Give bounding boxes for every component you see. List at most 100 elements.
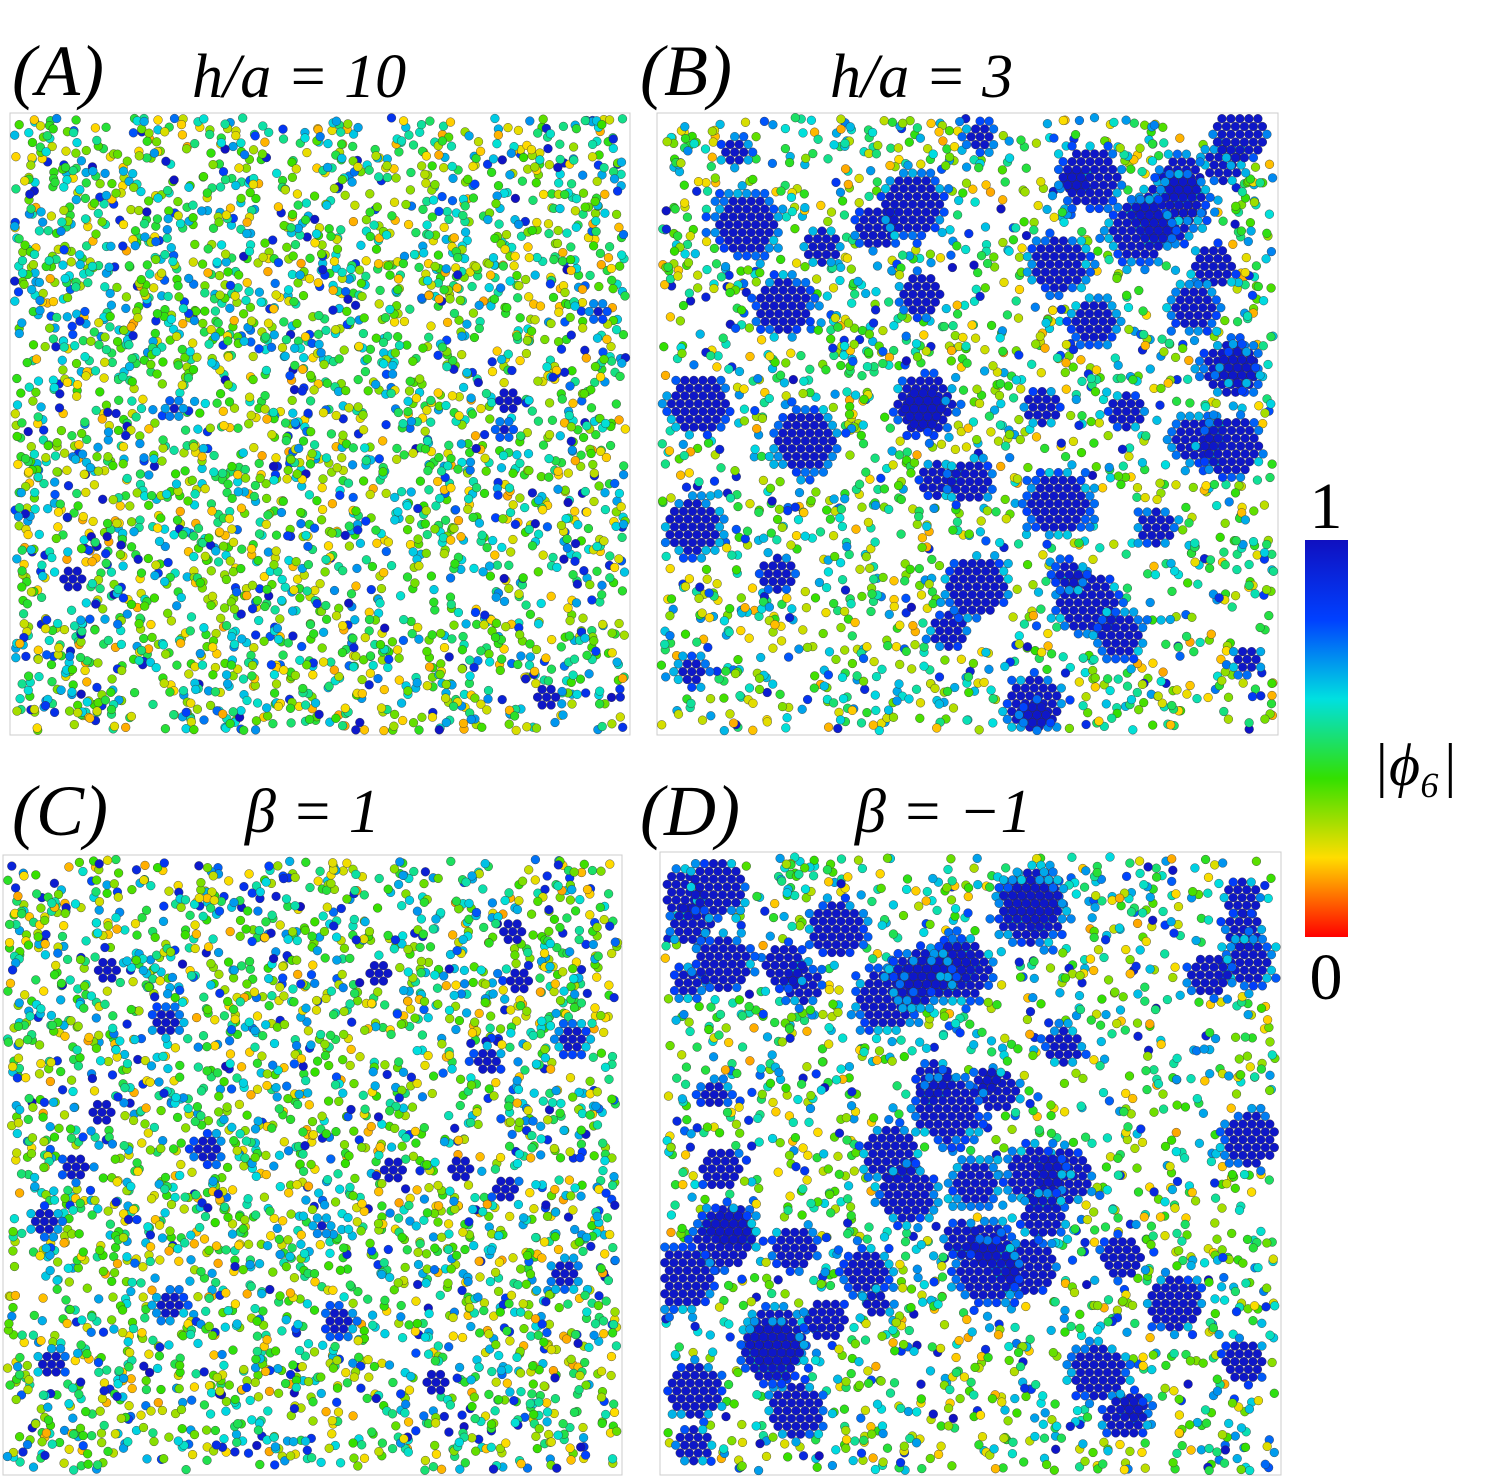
particle — [934, 699, 944, 709]
particle — [260, 601, 270, 612]
particle — [199, 623, 209, 633]
particle — [1215, 532, 1225, 542]
particle — [457, 331, 467, 341]
particle — [671, 422, 681, 432]
particle — [413, 534, 423, 544]
particle — [592, 333, 603, 343]
particle — [454, 411, 464, 421]
particle — [602, 334, 612, 344]
particle — [161, 156, 171, 166]
particle — [826, 334, 836, 344]
particle — [1046, 418, 1056, 428]
particle — [843, 179, 853, 190]
particle — [1264, 209, 1275, 219]
particle — [896, 529, 906, 539]
particle — [504, 583, 514, 594]
particle — [830, 389, 840, 399]
particle — [711, 259, 722, 269]
particle — [845, 401, 855, 412]
particle — [103, 635, 114, 646]
particle — [287, 395, 297, 406]
particle — [614, 415, 624, 425]
particle — [1071, 332, 1081, 342]
particle — [218, 468, 228, 478]
particle — [1037, 418, 1047, 428]
particle — [121, 292, 132, 302]
particle — [824, 647, 835, 657]
particle — [128, 169, 138, 179]
particle — [498, 514, 508, 524]
particle — [698, 406, 708, 417]
particle — [556, 642, 566, 652]
particle — [1004, 153, 1015, 163]
particle — [616, 157, 627, 167]
particle — [703, 642, 713, 653]
particle — [151, 560, 161, 570]
particle — [443, 461, 453, 471]
particle — [343, 294, 353, 304]
particle — [1217, 676, 1227, 686]
particle — [24, 671, 34, 681]
particle — [884, 504, 894, 515]
particle — [465, 465, 475, 475]
particle — [1158, 667, 1168, 677]
particle — [212, 398, 222, 408]
particle — [218, 541, 229, 551]
particle — [278, 650, 288, 660]
particle — [562, 543, 573, 553]
particle — [1107, 301, 1117, 311]
particle — [421, 548, 431, 558]
particle — [457, 664, 467, 674]
particle — [1107, 332, 1117, 342]
particle — [694, 477, 704, 487]
particle — [35, 305, 45, 316]
particle — [291, 556, 301, 567]
particle — [314, 709, 324, 720]
particle — [312, 598, 322, 609]
particle — [1105, 685, 1115, 696]
particle — [994, 390, 1005, 401]
particle — [1134, 285, 1144, 296]
particle — [39, 479, 49, 489]
particle — [210, 306, 221, 316]
particle — [1178, 343, 1188, 354]
particle — [106, 567, 117, 577]
particle — [719, 693, 729, 703]
particle — [707, 126, 717, 136]
particle — [43, 441, 53, 451]
particle — [152, 369, 162, 379]
particle — [671, 391, 681, 401]
particle — [675, 316, 686, 326]
particle — [126, 205, 136, 215]
particle — [365, 231, 375, 242]
particle — [41, 147, 51, 157]
particle — [1178, 525, 1188, 535]
particle — [578, 432, 589, 443]
particle — [508, 424, 519, 435]
particle — [497, 542, 507, 553]
particle — [568, 142, 579, 152]
particle — [342, 306, 352, 317]
particle — [468, 193, 479, 203]
particle — [165, 411, 175, 421]
particle — [433, 350, 443, 360]
particle — [92, 682, 102, 693]
particle — [439, 285, 449, 295]
particle — [961, 442, 972, 452]
particle — [880, 412, 890, 422]
particle — [360, 443, 370, 453]
particle — [1224, 497, 1234, 507]
particle — [1066, 410, 1076, 421]
particle — [1250, 589, 1260, 599]
particle — [589, 636, 599, 646]
particle — [1023, 410, 1034, 420]
particle — [279, 317, 289, 327]
particle — [341, 386, 351, 396]
particle — [224, 514, 235, 524]
particle — [936, 439, 947, 449]
particle — [553, 225, 563, 236]
particle — [1162, 435, 1172, 445]
particle — [267, 430, 277, 440]
particle — [189, 724, 199, 735]
particle — [490, 113, 500, 124]
